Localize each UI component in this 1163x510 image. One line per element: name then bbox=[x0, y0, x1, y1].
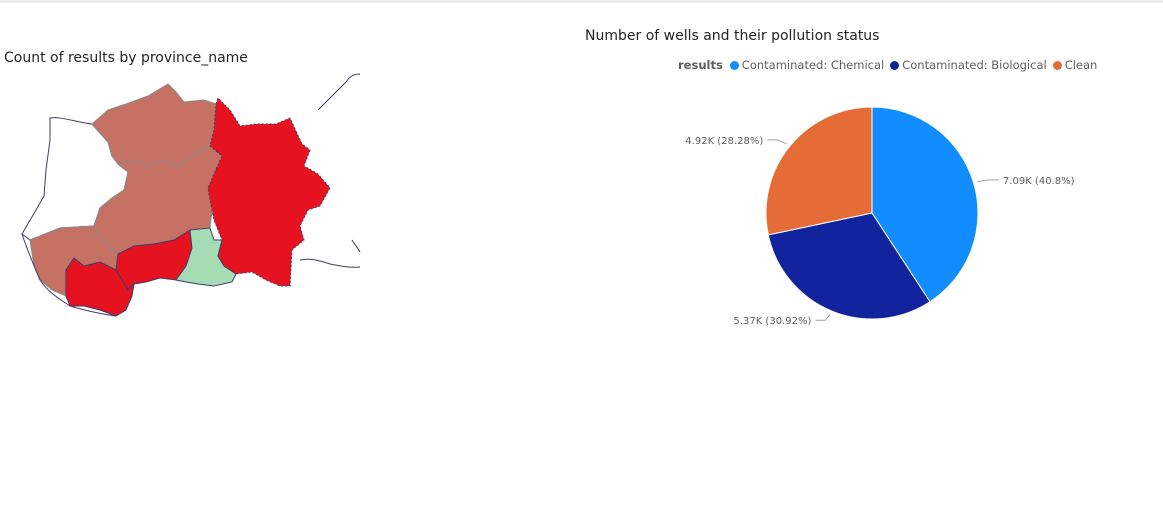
filled-map-visual[interactable] bbox=[0, 70, 365, 330]
map-svg[interactable] bbox=[0, 70, 365, 330]
legend-marker bbox=[890, 60, 900, 70]
data-label: 5.37K (30.92%) bbox=[733, 316, 811, 327]
map-border-line bbox=[299, 258, 361, 268]
pie-slice-clean[interactable] bbox=[765, 106, 873, 236]
top-bar bbox=[0, 0, 1163, 3]
leader-line bbox=[977, 179, 999, 183]
pie-svg[interactable]: 7.09K (40.8%) 5.37K (30.92%) 4.92K (28.28%… bbox=[580, 50, 1163, 350]
pie-slice-biological[interactable] bbox=[767, 212, 931, 320]
map-border-line bbox=[351, 239, 361, 253]
data-label: 7.09K (40.8%) bbox=[1003, 176, 1075, 187]
legend-marker bbox=[1052, 60, 1062, 70]
map-region[interactable] bbox=[175, 227, 237, 287]
legend-item-clean[interactable]: Clean bbox=[1052, 58, 1098, 72]
legend-label: Contaminated: Chemical bbox=[741, 58, 885, 72]
legend-item-biological[interactable]: Contaminated: Biological bbox=[890, 58, 1047, 72]
leader-line bbox=[767, 139, 787, 145]
map-border-line bbox=[21, 233, 117, 317]
legend-marker bbox=[729, 60, 739, 70]
map-region[interactable] bbox=[65, 257, 135, 317]
pie-chart-visual[interactable]: results Contaminated: Chemical Contamina… bbox=[580, 50, 1163, 350]
map-title: Count of results by province_name bbox=[4, 50, 248, 66]
pie-title: Number of wells and their pollution stat… bbox=[585, 28, 880, 44]
leader-line bbox=[815, 314, 831, 321]
legend-label: Clean bbox=[1064, 58, 1098, 72]
legend-label: Contaminated: Biological bbox=[902, 58, 1047, 72]
legend-title: results bbox=[678, 58, 723, 72]
pie-legend: results Contaminated: Chemical Contamina… bbox=[678, 58, 1103, 72]
data-label: 4.92K (28.28%) bbox=[685, 136, 763, 147]
map-border-line bbox=[317, 73, 361, 111]
map-region[interactable] bbox=[207, 97, 331, 287]
legend-item-chemical[interactable]: Contaminated: Chemical bbox=[729, 58, 885, 72]
